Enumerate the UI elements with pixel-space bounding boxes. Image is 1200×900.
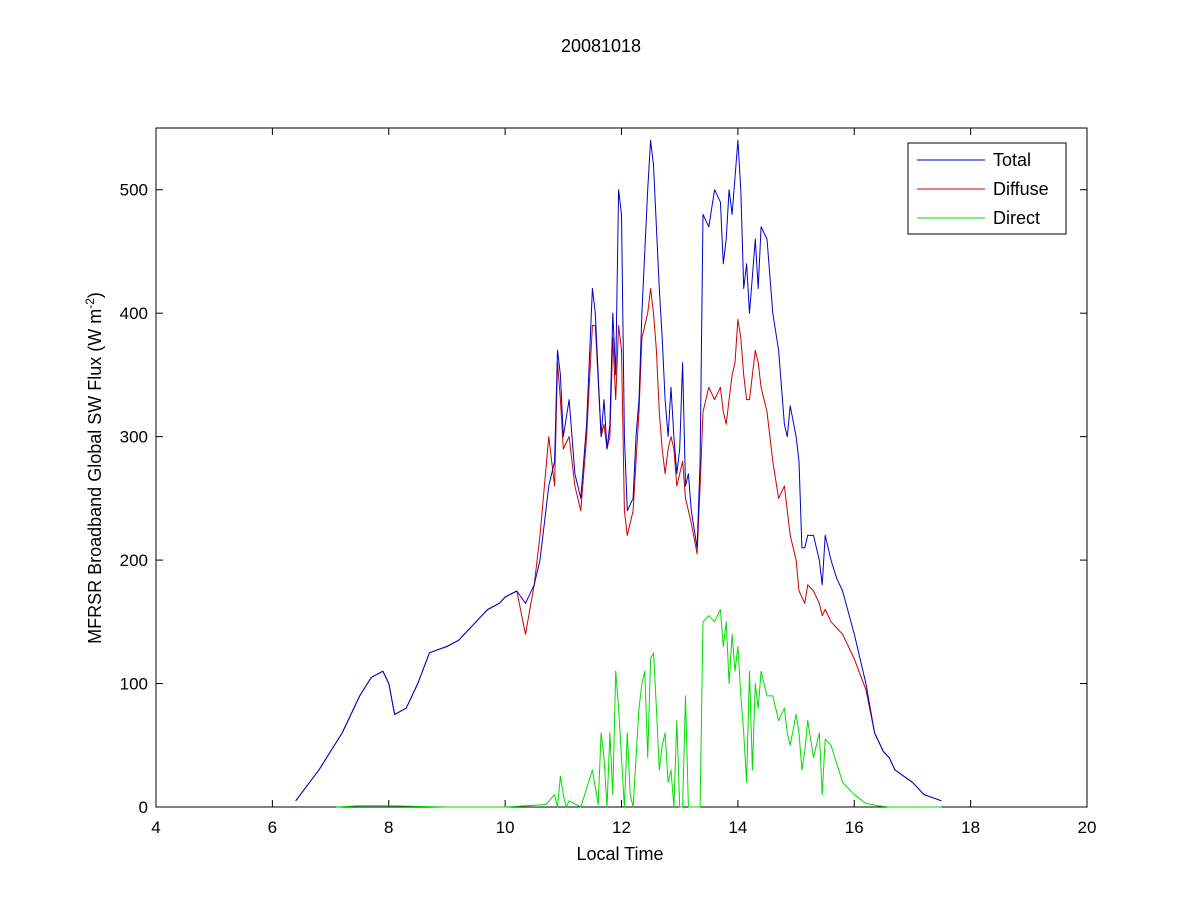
series-line-total — [295, 139, 942, 802]
legend-label-diffuse: Diffuse — [993, 179, 1049, 199]
y-tick-label: 300 — [120, 428, 148, 447]
x-tick-label: 4 — [151, 818, 160, 837]
series-lines — [295, 139, 942, 808]
x-axis: 4 6 8 10 12 14 16 18 20 — [151, 128, 1096, 837]
chart-title: 20081018 — [561, 36, 641, 56]
series-line-direct — [336, 609, 942, 808]
y-axis-label-main: MFRSR Broadband Global SW Flux (W m — [85, 309, 105, 644]
x-tick-label: 12 — [612, 818, 631, 837]
y-tick-label: 0 — [139, 798, 148, 817]
x-tick-label: 20 — [1078, 818, 1097, 837]
x-tick-label: 10 — [496, 818, 515, 837]
y-tick-label: 200 — [120, 551, 148, 570]
series-line-diffuse — [295, 288, 942, 802]
x-tick-label: 18 — [961, 818, 980, 837]
y-axis: 0 100 200 300 400 500 — [120, 181, 1087, 817]
y-axis-label: MFRSR Broadband Global SW Flux (W m-2) — [83, 292, 105, 644]
legend-label-direct: Direct — [993, 208, 1040, 228]
y-axis-label-tail: ) — [85, 292, 105, 298]
x-tick-label: 6 — [268, 818, 277, 837]
x-tick-label: 14 — [728, 818, 747, 837]
x-axis-label: Local Time — [576, 844, 663, 864]
legend-label-total: Total — [993, 150, 1031, 170]
y-tick-label: 400 — [120, 304, 148, 323]
y-axis-label-superscript: -2 — [83, 298, 97, 309]
x-tick-label: 8 — [384, 818, 393, 837]
y-tick-label: 500 — [120, 181, 148, 200]
y-tick-label: 100 — [120, 675, 148, 694]
legend: Total Diffuse Direct — [907, 142, 1067, 235]
x-tick-label: 16 — [845, 818, 864, 837]
